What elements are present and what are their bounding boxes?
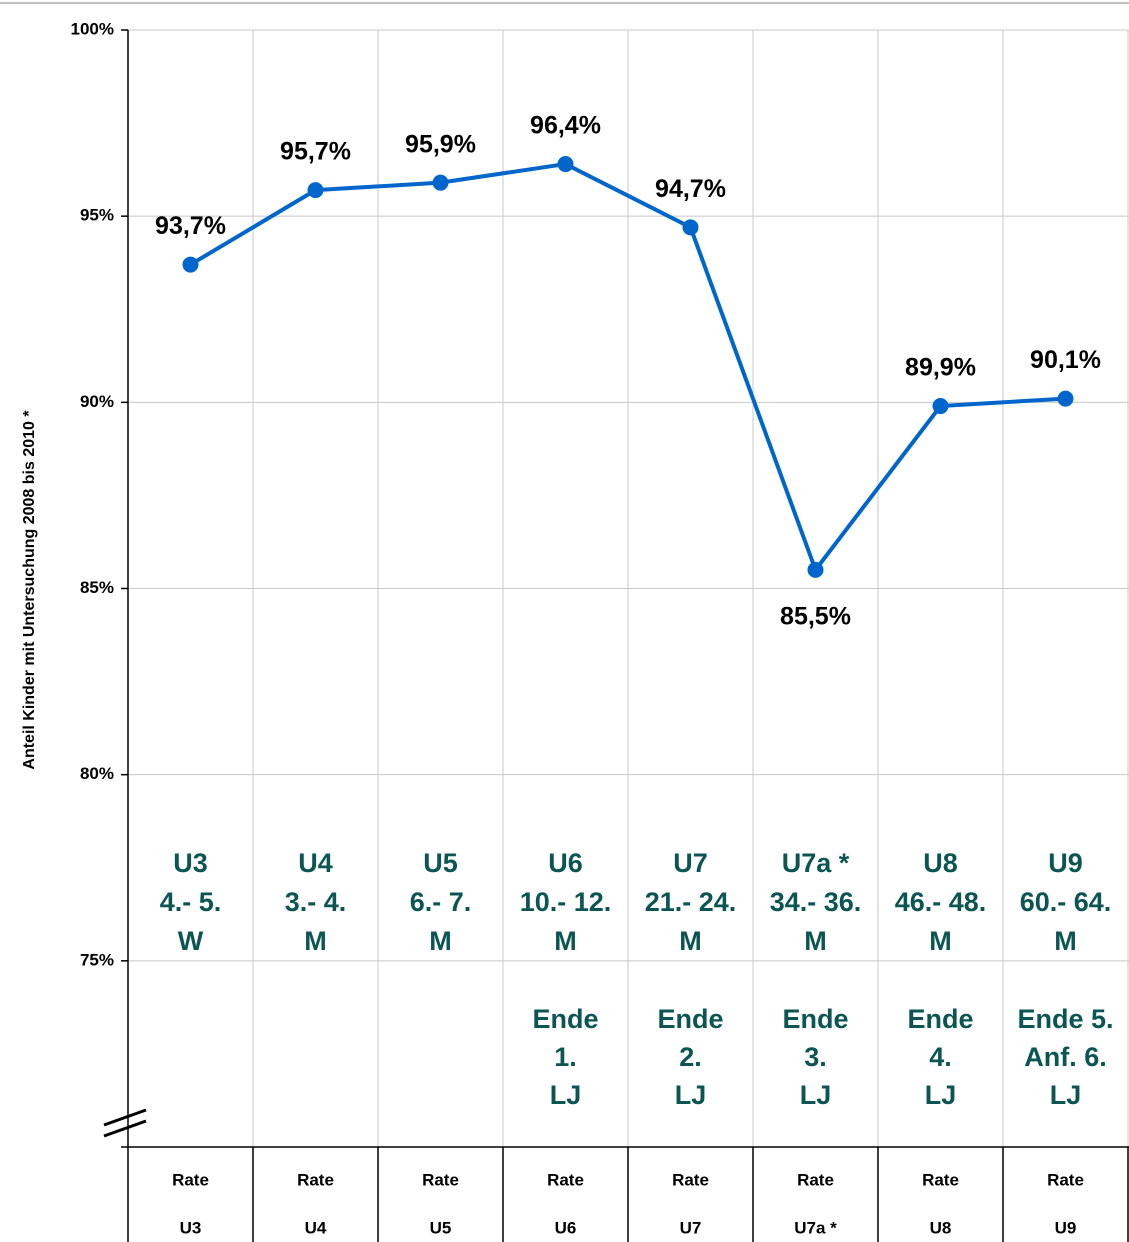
exam-label: 3.- 4.	[285, 887, 347, 917]
exam-label: U8	[923, 848, 958, 878]
age-label: Ende	[907, 1004, 973, 1034]
exam-label: M	[554, 926, 577, 956]
age-label: Ende 5.	[1017, 1004, 1113, 1034]
x-tick-label: U4	[305, 1218, 327, 1237]
y-tick-label: 90%	[80, 392, 114, 411]
exam-label: U9	[1048, 848, 1083, 878]
age-label: 3.	[804, 1042, 827, 1072]
age-label: Anf. 6.	[1024, 1042, 1107, 1072]
x-tick-label: Rate	[422, 1170, 459, 1189]
y-tick-label: 100%	[71, 19, 114, 38]
y-tick-label: 95%	[80, 206, 114, 225]
age-label: 2.	[679, 1042, 702, 1072]
y-tick-label: 80%	[80, 764, 114, 783]
age-label: LJ	[800, 1080, 832, 1110]
x-tick-label: U5	[430, 1218, 452, 1237]
exam-label: U4	[298, 848, 333, 878]
age-label: 4.	[929, 1042, 952, 1072]
data-label: 90,1%	[1030, 346, 1101, 374]
axis-break	[103, 1108, 147, 1138]
exam-label: U5	[423, 848, 458, 878]
x-tick-label: Rate	[172, 1170, 209, 1189]
y-tick-label: 85%	[80, 578, 114, 597]
data-point	[932, 398, 949, 415]
x-tick-label: U7	[680, 1218, 702, 1237]
x-tick-label: Rate	[297, 1170, 334, 1189]
exam-label: M	[1054, 926, 1077, 956]
data-point	[807, 561, 824, 578]
age-label: 1.	[554, 1042, 577, 1072]
x-tick-label: Rate	[547, 1170, 584, 1189]
exam-label: U7	[673, 848, 708, 878]
x-tick-label: Rate	[672, 1170, 709, 1189]
age-label: Ende	[657, 1004, 723, 1034]
data-point	[432, 174, 449, 191]
data-point	[182, 256, 199, 273]
age-label: Ende	[532, 1004, 598, 1034]
data-label: 96,4%	[530, 112, 601, 140]
x-tick-label: Rate	[1047, 1170, 1084, 1189]
data-label: 93,7%	[155, 212, 226, 240]
exam-label: U3	[173, 848, 208, 878]
x-tick-label: U3	[180, 1218, 202, 1237]
age-label: LJ	[925, 1080, 957, 1110]
exam-label: 34.- 36.	[770, 887, 862, 917]
exam-label: M	[929, 926, 952, 956]
x-tick-label: U7a *	[794, 1218, 837, 1237]
y-axis-label: Anteil Kinder mit Untersuchung 2008 bis …	[21, 410, 38, 770]
data-point	[307, 182, 324, 199]
data-label: 85,5%	[780, 602, 851, 630]
data-label: 89,9%	[905, 354, 976, 382]
exam-label: 10.- 12.	[520, 887, 612, 917]
x-tick-label: Rate	[797, 1170, 834, 1189]
data-label: 94,7%	[655, 175, 726, 203]
data-point	[682, 219, 699, 236]
x-tick-label: U6	[555, 1218, 577, 1237]
exam-label: U6	[548, 848, 583, 878]
y-tick-label: 75%	[80, 950, 114, 969]
x-tick-label: U8	[930, 1218, 952, 1237]
data-label: 95,9%	[405, 130, 476, 158]
exam-label: M	[304, 926, 327, 956]
age-label: LJ	[1050, 1080, 1082, 1110]
x-tick-label: Rate	[922, 1170, 959, 1189]
x-tick-label: U9	[1055, 1218, 1077, 1237]
exam-label: M	[679, 926, 702, 956]
exam-label: U7a *	[782, 848, 850, 878]
age-label: Ende	[782, 1004, 848, 1034]
exam-label: M	[429, 926, 452, 956]
data-label: 95,7%	[280, 138, 351, 166]
exam-label: 4.- 5.	[160, 887, 222, 917]
exam-label: W	[178, 926, 204, 956]
age-label: LJ	[675, 1080, 707, 1110]
exam-label: 21.- 24.	[645, 887, 737, 917]
exam-label: 46.- 48.	[895, 887, 987, 917]
data-point	[1057, 390, 1074, 407]
age-label: LJ	[550, 1080, 582, 1110]
exam-label: M	[804, 926, 827, 956]
exam-label: 6.- 7.	[410, 887, 472, 917]
exam-label: 60.- 64.	[1020, 887, 1112, 917]
line-series	[189, 161, 1066, 575]
data-point	[557, 156, 574, 173]
